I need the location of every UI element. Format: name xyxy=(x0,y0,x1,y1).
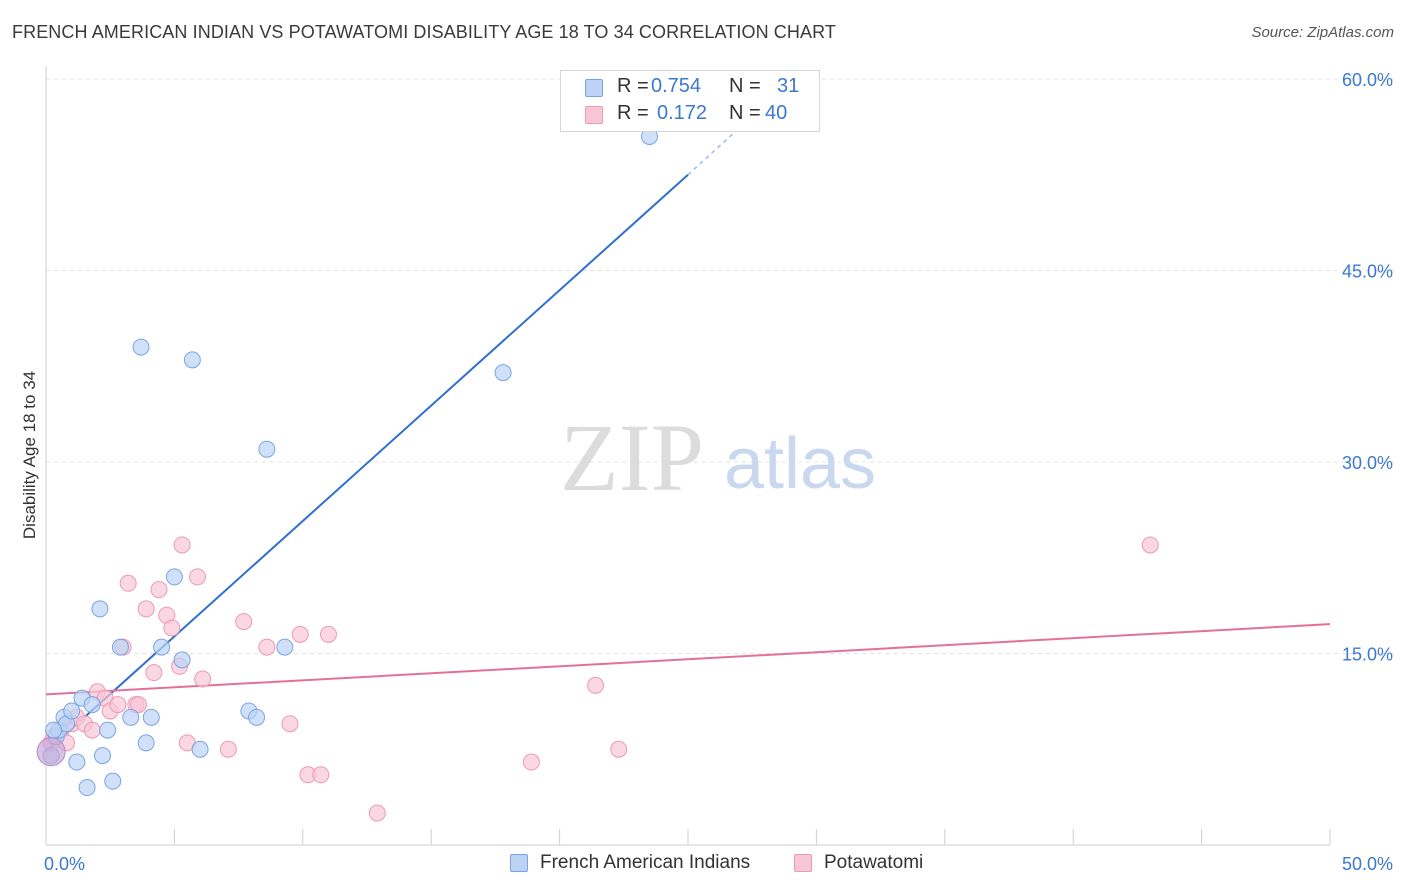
trend-line-extension xyxy=(687,103,766,176)
point-french-american-indians xyxy=(165,568,183,586)
axes xyxy=(45,66,1331,846)
r-label: R = xyxy=(617,102,649,124)
watermark: ZIP atlas xyxy=(560,404,876,511)
point-potawatomi xyxy=(312,766,330,784)
point-potawatomi xyxy=(319,625,337,643)
point-potawatomi xyxy=(189,568,207,586)
source-label: Source: ZipAtlas.com xyxy=(1251,24,1394,41)
point-potawatomi xyxy=(129,696,147,714)
y-axis-label: Disability Age 18 to 34 xyxy=(20,370,39,540)
point-potawatomi xyxy=(258,638,276,656)
point-french-american-indians xyxy=(122,708,140,726)
watermark-zip: ZIP xyxy=(560,404,704,511)
point-french-american-indians xyxy=(63,702,81,720)
point-potawatomi xyxy=(587,676,605,694)
n-value: 40 xyxy=(765,102,788,124)
point-french-american-indians xyxy=(142,708,160,726)
y-tick-label: 15.0% xyxy=(1342,645,1393,665)
legend-label: French American Indians xyxy=(540,852,751,873)
point-french-american-indians xyxy=(68,753,86,771)
point-potawatomi xyxy=(194,670,212,688)
trend-line-potawatomi xyxy=(45,623,1331,696)
point-french-american-indians xyxy=(276,638,294,656)
chart-title: FRENCH AMERICAN INDIAN VS POTAWATOMI DIS… xyxy=(12,22,836,42)
point-french-american-indians xyxy=(45,721,63,739)
point-potawatomi xyxy=(281,715,299,733)
trend-lines xyxy=(45,103,1331,753)
trend-line-french-american-indians xyxy=(45,174,689,753)
point-potawatomi xyxy=(219,740,237,758)
point-french-american-indians xyxy=(91,600,109,618)
point-french-american-indians xyxy=(248,708,266,726)
point-potawatomi xyxy=(610,740,628,758)
legend-label: Potawatomi xyxy=(824,852,924,873)
point-potawatomi xyxy=(150,581,168,599)
n-label: N = xyxy=(729,102,761,124)
point-potawatomi xyxy=(119,574,137,592)
y-tick-label: 60.0% xyxy=(1342,70,1393,90)
point-potawatomi xyxy=(368,804,386,822)
point-french-american-indians xyxy=(494,364,512,382)
point-potawatomi xyxy=(291,625,309,643)
point-french-american-indians xyxy=(173,651,191,669)
series-legend: French American Indians Potawatomi xyxy=(0,852,1406,878)
x-tick-label-max: 50.0% xyxy=(1342,854,1393,874)
point-french-american-indians xyxy=(191,740,209,758)
n-value: 31 xyxy=(777,75,800,97)
point-french-american-indians xyxy=(132,338,150,356)
r-value: 0.172 xyxy=(657,102,708,124)
point-french-american-indians xyxy=(111,638,129,656)
tick-labels: 15.0% 30.0% 45.0% 60.0% 0.0% 50.0% xyxy=(44,70,1393,874)
gridlines xyxy=(46,78,1394,654)
point-potawatomi xyxy=(137,600,155,618)
point-potawatomi xyxy=(83,721,101,739)
point-french-american-indians xyxy=(137,734,155,752)
point-french-american-indians xyxy=(153,638,171,656)
point-french-american-indians xyxy=(104,772,122,790)
stats-legend: R = 0.754 N = 31 R = 0.172 N = 40 xyxy=(560,70,820,132)
blue-swatch xyxy=(585,79,603,97)
point-french-american-indians xyxy=(78,779,96,797)
point-french-american-indians xyxy=(83,696,101,714)
point-french-american-indians xyxy=(183,351,201,369)
point-potawatomi xyxy=(522,753,540,771)
blue-swatch xyxy=(510,854,528,872)
point-french-american-indians xyxy=(258,440,276,458)
y-tick-label: 30.0% xyxy=(1342,453,1393,473)
point-potawatomi xyxy=(1141,536,1159,554)
x-tick-label-min: 0.0% xyxy=(44,854,85,874)
point-potawatomi xyxy=(163,619,181,637)
point-potawatomi xyxy=(109,696,127,714)
point-french-american-indians xyxy=(93,747,111,765)
y-tick-label: 45.0% xyxy=(1342,262,1393,282)
r-label: R = xyxy=(617,75,649,97)
point-french-american-indians xyxy=(99,721,117,739)
point-potawatomi xyxy=(145,664,163,682)
pink-swatch xyxy=(585,106,603,124)
data-points xyxy=(36,127,1159,822)
r-value: 0.754 xyxy=(651,75,702,97)
point-cluster xyxy=(36,737,66,767)
watermark-atlas: atlas xyxy=(724,424,876,504)
point-potawatomi xyxy=(235,613,253,631)
point-potawatomi xyxy=(173,536,191,554)
pink-swatch xyxy=(794,854,812,872)
n-label: N = xyxy=(729,75,761,97)
